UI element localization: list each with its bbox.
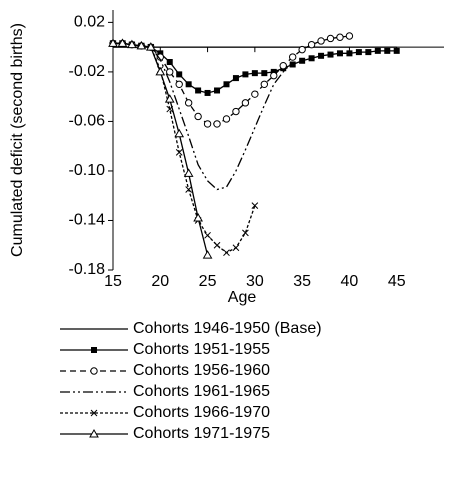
legend-label: Cohorts 1961-1965 — [133, 383, 270, 400]
marker — [164, 94, 175, 103]
marker — [279, 62, 287, 70]
marker — [184, 99, 193, 107]
marker — [145, 42, 156, 51]
marker — [336, 33, 344, 41]
marker — [214, 87, 221, 94]
marker — [393, 47, 400, 54]
marker — [299, 57, 306, 64]
marker — [175, 149, 183, 156]
marker — [136, 40, 147, 50]
legend-label: Cohorts 1966-1970 — [133, 404, 270, 421]
marker — [203, 120, 212, 128]
x-tick-label: 40 — [341, 273, 359, 290]
marker — [204, 89, 211, 96]
marker — [194, 112, 202, 121]
marker — [90, 367, 98, 375]
marker — [242, 229, 249, 237]
marker — [384, 47, 391, 54]
marker — [270, 71, 278, 80]
marker — [166, 59, 173, 65]
marker — [89, 428, 99, 438]
marker — [193, 212, 203, 222]
marker — [326, 34, 335, 43]
y-tick-label: -0.18 — [69, 261, 106, 278]
y-tick-label: -0.02 — [69, 63, 106, 80]
series-line — [113, 42, 256, 254]
marker — [318, 52, 325, 59]
y-tick-label: -0.14 — [69, 212, 106, 229]
marker — [346, 50, 353, 57]
marker — [117, 38, 128, 47]
marker — [288, 53, 297, 61]
marker — [289, 61, 296, 68]
x-tick-label: 25 — [199, 273, 217, 290]
marker — [176, 71, 183, 78]
marker — [317, 37, 325, 45]
marker — [91, 347, 97, 353]
marker — [127, 39, 137, 49]
marker — [213, 241, 221, 249]
marker — [241, 99, 250, 107]
marker — [336, 50, 343, 57]
marker — [374, 47, 381, 54]
marker — [155, 66, 166, 76]
marker — [185, 186, 193, 193]
marker — [345, 32, 354, 40]
marker — [261, 70, 268, 77]
marker — [185, 81, 192, 88]
marker — [232, 107, 240, 116]
x-tick-label: 15 — [104, 273, 122, 290]
marker — [223, 81, 230, 88]
marker — [308, 55, 315, 62]
marker — [251, 70, 258, 77]
marker — [157, 50, 164, 57]
y-tick-label: -0.06 — [69, 113, 106, 130]
legend-label: Cohorts 1946-1950 (Base) — [133, 320, 322, 337]
marker — [90, 409, 98, 417]
marker — [355, 49, 362, 56]
marker — [270, 68, 277, 75]
marker — [365, 49, 372, 56]
marker — [242, 71, 249, 78]
marker — [232, 75, 239, 82]
y-axis-label: Cumulated deficit (second births) — [9, 23, 26, 257]
marker — [175, 80, 183, 88]
x-tick-label: 20 — [151, 273, 169, 290]
marker — [202, 250, 213, 259]
x-tick-label: 30 — [246, 273, 264, 290]
legend-label: Cohorts 1971-1975 — [133, 425, 270, 442]
marker — [222, 115, 231, 123]
marker — [195, 87, 202, 94]
y-tick-label: 0.02 — [74, 14, 105, 31]
marker — [213, 120, 221, 128]
x-axis-label: Age — [228, 289, 257, 306]
x-tick-label: 35 — [293, 273, 311, 290]
marker — [251, 202, 259, 209]
marker — [298, 45, 306, 54]
y-tick-label: -0.10 — [69, 162, 106, 179]
x-tick-label: 45 — [388, 273, 406, 290]
marker — [232, 244, 240, 252]
marker — [307, 40, 316, 49]
legend-label: Cohorts 1956-1960 — [133, 362, 270, 379]
marker — [174, 128, 185, 138]
marker — [260, 80, 269, 88]
marker — [327, 51, 334, 58]
legend-label: Cohorts 1951-1955 — [133, 341, 270, 358]
marker — [251, 90, 259, 98]
marker — [183, 168, 194, 177]
marker — [204, 231, 211, 239]
marker — [223, 249, 230, 257]
series-line — [113, 42, 294, 191]
marker — [108, 38, 118, 47]
marker — [166, 68, 174, 76]
